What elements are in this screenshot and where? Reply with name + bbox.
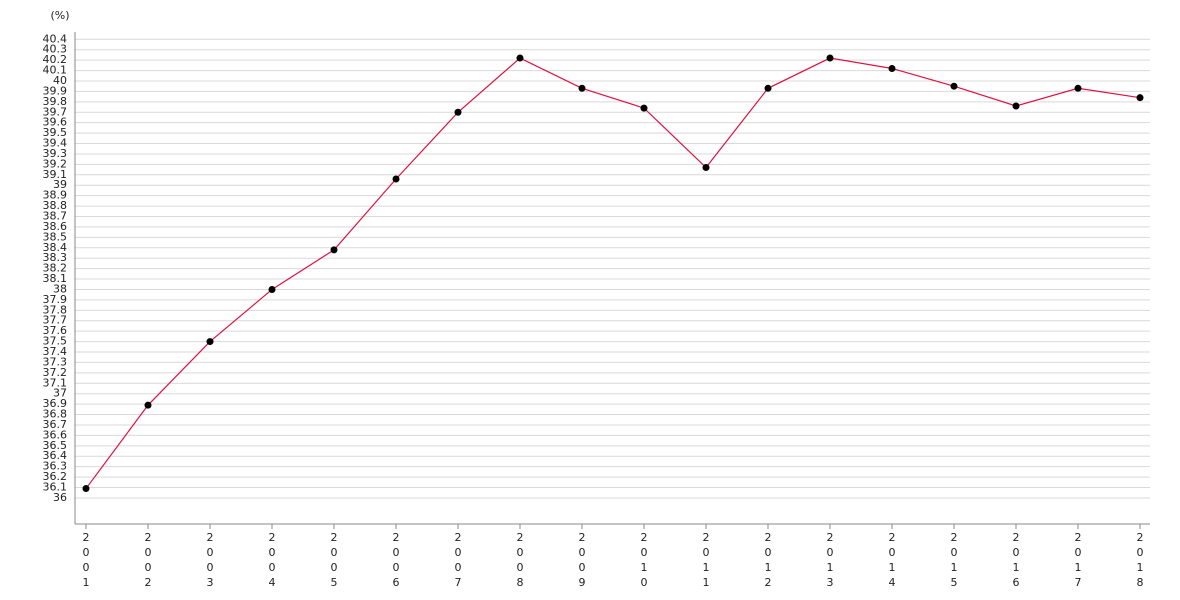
x-tick-label: 2008 — [514, 531, 527, 591]
y-tick-label: 40 — [53, 74, 67, 87]
y-tick-label: 37.7 — [43, 314, 68, 327]
point — [702, 164, 710, 172]
y-tick-label: 39.6 — [43, 116, 68, 129]
y-tick-label: 36 — [53, 491, 67, 504]
x-tick-label: 2005 — [328, 531, 341, 591]
y-tick-label: 38.5 — [43, 230, 68, 243]
point — [144, 401, 152, 409]
y-tick-label: 39.4 — [43, 137, 68, 150]
y-tick-label: 38 — [53, 282, 67, 295]
y-tick-label: 37.3 — [43, 355, 68, 368]
point — [826, 54, 834, 62]
y-tick-label: 37.1 — [43, 376, 68, 389]
y-tick-label: 38.6 — [43, 220, 68, 233]
x-tick-label: 2007 — [452, 531, 465, 591]
y-tick-label: 39.2 — [43, 157, 68, 170]
point — [206, 338, 214, 346]
y-tick-label: 36.2 — [43, 470, 68, 483]
point — [454, 108, 462, 116]
x-tick-label: 2018 — [1134, 531, 1147, 591]
y-axis-unit: (%) — [50, 9, 69, 22]
y-tick-label: 40.1 — [43, 64, 68, 77]
y-tick-label: 36.6 — [43, 428, 68, 441]
y-tick-label: 40.2 — [43, 53, 68, 66]
x-tick-label: 2015 — [948, 531, 961, 591]
x-tick-label: 2014 — [886, 531, 899, 591]
point — [1074, 84, 1082, 92]
x-tick-label: 2006 — [390, 531, 403, 591]
y-tick-label: 38.2 — [43, 262, 68, 275]
y-tick-label: 40.3 — [43, 43, 68, 56]
x-tick-label: 2004 — [266, 531, 279, 591]
y-tick-label: 38.7 — [43, 210, 68, 223]
x-tick-label: 2003 — [204, 531, 217, 591]
x-tick-label: 2016 — [1010, 531, 1023, 591]
y-tick-label: 38.4 — [43, 241, 68, 254]
x-tick-label: 2001 — [80, 531, 93, 591]
y-tick-label: 37.9 — [43, 293, 68, 306]
y-tick-label: 38.3 — [43, 251, 68, 264]
y-tick-label: 39.8 — [43, 95, 68, 108]
line — [85, 57, 1141, 489]
point — [82, 485, 90, 493]
y-tick-label: 37.5 — [43, 335, 68, 348]
y-tick-label: 39 — [53, 178, 67, 191]
point — [1012, 102, 1020, 110]
y-tick-label: 36.1 — [43, 481, 68, 494]
y-tick-label: 37.8 — [43, 303, 68, 316]
y-tick-label: 37.4 — [43, 345, 68, 358]
point — [268, 285, 276, 293]
y-tick-label: 39.7 — [43, 105, 68, 118]
y-tick-label: 36.9 — [43, 397, 68, 410]
y-tick-label: 39.9 — [43, 84, 68, 97]
y-tick-label: 36.3 — [43, 460, 68, 473]
y-tick-label: 36.8 — [43, 408, 68, 421]
y-tick-label: 37.6 — [43, 324, 68, 337]
x-tick-label: 2009 — [576, 531, 589, 591]
point — [578, 84, 586, 92]
point — [516, 54, 524, 62]
point — [888, 64, 896, 72]
y-tick-label: 37.2 — [43, 366, 68, 379]
y-tick-label: 39.5 — [43, 126, 68, 139]
x-tick-label: 2010 — [638, 531, 651, 591]
y-tick-label: 38.8 — [43, 199, 68, 212]
x-tick-label: 2012 — [762, 531, 775, 591]
point — [1136, 94, 1144, 102]
y-tick-label: 37 — [53, 387, 67, 400]
point — [392, 175, 400, 183]
y-tick-label: 40.4 — [43, 32, 68, 45]
x-tick-label: 2013 — [824, 531, 837, 591]
x-tick-label: 2017 — [1072, 531, 1085, 591]
y-tick-label: 36.7 — [43, 418, 68, 431]
y-tick-label: 39.1 — [43, 168, 68, 181]
point — [764, 84, 772, 92]
y-tick-label: 36.4 — [43, 449, 68, 462]
y-tick-label: 38.9 — [43, 189, 68, 202]
y-tick-label: 39.3 — [43, 147, 68, 160]
point — [640, 104, 648, 112]
x-tick-label: 2002 — [142, 531, 155, 591]
point — [330, 246, 338, 254]
x-tick-label: 2011 — [700, 531, 713, 591]
point — [950, 82, 958, 90]
y-tick-label: 38.1 — [43, 272, 68, 285]
y-tick-label: 36.5 — [43, 439, 68, 452]
